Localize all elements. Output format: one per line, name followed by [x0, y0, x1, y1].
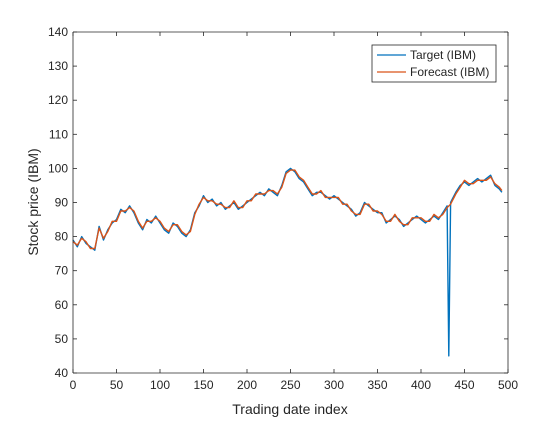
y-tick-label: 120 [48, 93, 68, 107]
y-tick-label: 60 [55, 298, 69, 312]
plot-area [73, 32, 508, 373]
x-tick-label: 150 [193, 378, 213, 392]
x-tick-label: 250 [280, 378, 300, 392]
x-tick-label: 350 [367, 378, 387, 392]
y-tick-label: 140 [48, 25, 68, 39]
ticks-layer: 0 50 100 150 200 250 300 350 400 450 500 40 50 60 70 80… [48, 25, 518, 392]
series-line-forecast-ibm [72, 169, 503, 250]
x-tick-label: 450 [454, 378, 474, 392]
y-tick-label: 90 [55, 196, 69, 210]
x-tick-label: 50 [110, 378, 124, 392]
y-tick-label: 40 [55, 366, 69, 380]
x-tick-label: 500 [498, 378, 518, 392]
x-tick-label: 100 [150, 378, 170, 392]
y-tick-label: 50 [55, 332, 69, 346]
x-tick-label: 300 [324, 378, 344, 392]
y-tick-label: 100 [48, 161, 68, 175]
x-tick-label: 0 [70, 378, 77, 392]
y-axis-label: Stock price (IBM) [25, 148, 41, 255]
legend-box [371, 44, 497, 83]
y-tick-label: 70 [55, 264, 69, 278]
x-tick-label: 200 [237, 378, 257, 392]
y-tick-label: 80 [55, 230, 69, 244]
x-axis-label: Trading date index [232, 401, 347, 417]
legend-label-target: Target (IBM) [410, 48, 476, 62]
x-tick-label: 400 [411, 378, 431, 392]
series-layer [72, 167, 503, 357]
legend: Target (IBM) Forecast (IBM) [371, 44, 497, 83]
y-tick-label: 110 [49, 127, 68, 141]
y-tick-label: 130 [48, 59, 68, 73]
legend-label-forecast: Forecast (IBM) [410, 65, 489, 79]
